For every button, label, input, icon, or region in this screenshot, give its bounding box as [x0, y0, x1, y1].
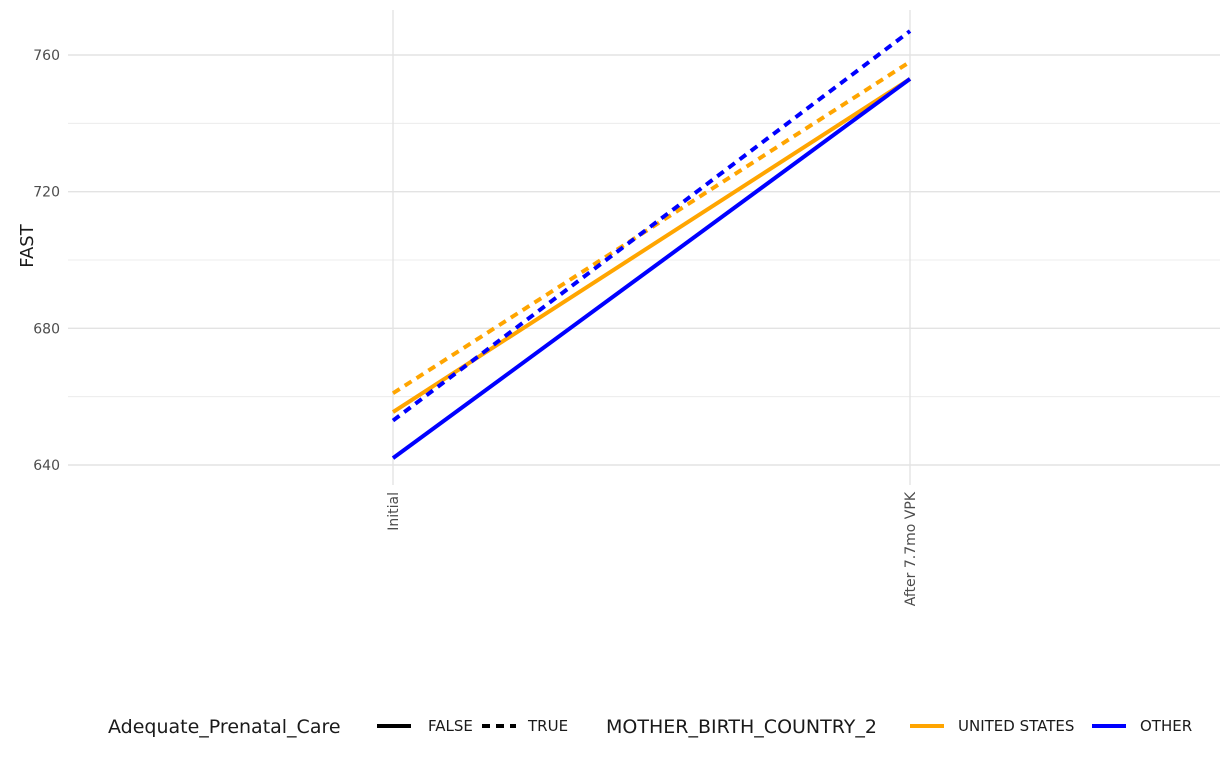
major-gridlines: [68, 10, 1220, 485]
x-tick-label: Initial: [386, 492, 402, 531]
y-axis-title: FAST: [17, 223, 38, 267]
series-line-united-states-false: [391, 77, 912, 414]
legend-label: OTHER: [1140, 717, 1192, 735]
y-tick-label: 640: [33, 458, 60, 474]
y-axis-tick-labels: 640 680 720 760: [33, 48, 60, 474]
x-tick-label: After 7.7mo VPK: [903, 491, 919, 606]
y-tick-label: 760: [33, 48, 60, 64]
x-axis-tick-labels: Initial After 7.7mo VPK: [386, 491, 919, 606]
legend: Adequate_Prenatal_Care FALSE TRUE MOTHER_BI…: [108, 716, 1192, 738]
y-tick-label: 680: [33, 321, 60, 337]
series-line-other-false: [391, 77, 912, 460]
legend-title: MOTHER_BIRTH_COUNTRY_2: [606, 716, 877, 738]
legend-label: UNITED STATES: [958, 717, 1074, 735]
legend-title: Adequate_Prenatal_Care: [108, 716, 341, 738]
y-tick-label: 720: [33, 185, 60, 201]
series-line-other-true: [391, 29, 912, 423]
minor-gridlines: [68, 122, 1220, 398]
series-line-united-states-true: [391, 60, 912, 395]
series-lines: [391, 29, 912, 460]
legend-label: TRUE: [527, 717, 568, 735]
legend-label: FALSE: [428, 717, 473, 735]
